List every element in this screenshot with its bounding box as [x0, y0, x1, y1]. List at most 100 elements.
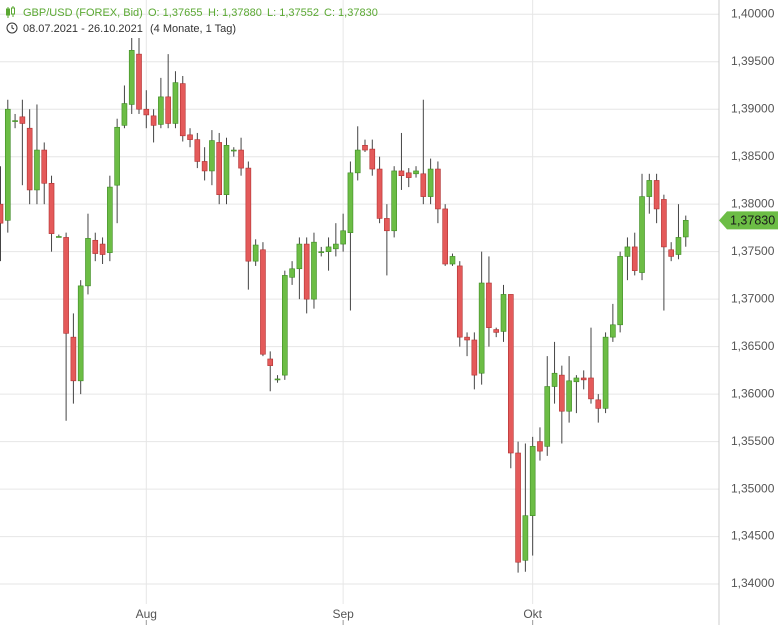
candle-body: [661, 199, 667, 248]
candle-body: [92, 239, 99, 254]
x-tick-label: Okt: [523, 607, 542, 621]
y-tick-label: 1,35000: [731, 481, 775, 495]
candle-body: [201, 161, 208, 172]
candle-body: [391, 170, 397, 232]
candle-body: [34, 149, 40, 191]
candle-body: [63, 237, 69, 334]
duration: (4 Monate, 1 Tag): [150, 23, 236, 35]
candle-body: [478, 282, 485, 374]
open-price: O: 1,37655: [148, 7, 202, 19]
y-tick-label: 1,35500: [731, 434, 775, 448]
candle-body: [238, 149, 244, 169]
y-tick-label: 1,37500: [731, 244, 775, 258]
y-tick-label: 1,34000: [731, 576, 775, 590]
candle-body: [282, 275, 288, 376]
close-price: C: 1,37830: [324, 7, 378, 19]
candle-body: [384, 218, 390, 232]
y-tick-label: 1,37000: [731, 291, 775, 305]
candle-body: [486, 282, 492, 328]
low-price: L: 1,37552: [267, 7, 319, 19]
header: GBP/USD (FOREX, Bid) O: 1,37655 H: 1,378…: [6, 6, 378, 35]
candle-body: [580, 377, 587, 381]
candle-body: [143, 108, 150, 116]
candle-body: [668, 249, 674, 257]
candle-body: [267, 358, 274, 366]
y-tick-label: 1,40000: [731, 6, 775, 20]
candle-body: [41, 149, 48, 184]
candle-body: [296, 243, 303, 270]
y-tick-label: 1,38500: [731, 149, 775, 163]
candle-body: [515, 452, 521, 563]
candle-body: [121, 103, 128, 126]
candle-body: [573, 377, 580, 383]
candle-body: [252, 244, 259, 262]
candle-body: [187, 134, 193, 140]
candle-body: [529, 446, 536, 516]
candle-body: [230, 149, 237, 152]
candle-body: [653, 180, 660, 210]
y-tick-label: 1,38000: [731, 196, 775, 210]
candle-body: [456, 265, 463, 338]
candle-body: [610, 324, 616, 338]
candle-body: [158, 96, 164, 125]
y-tick-label: 1,34500: [731, 529, 775, 543]
y-tick-label: 1,36000: [731, 386, 775, 400]
candle-body: [442, 208, 448, 265]
candle-body: [19, 116, 26, 124]
candle-body: [194, 139, 201, 162]
candle-body: [77, 285, 84, 382]
x-tick-label: Sep: [332, 607, 354, 621]
candle-body: [631, 246, 638, 271]
candle-body: [376, 168, 383, 219]
candle-body: [354, 149, 361, 174]
last-price-tag: 1,37830: [719, 211, 778, 230]
candle-body: [602, 336, 609, 409]
candle-body: [544, 386, 551, 447]
candle-body: [4, 108, 11, 221]
candle-body: [260, 249, 266, 355]
candle-body: [507, 294, 514, 454]
candle-body: [56, 236, 62, 238]
y-tick-label: 1,39500: [731, 54, 775, 68]
candle-body: [347, 172, 354, 233]
candle-body: [500, 294, 507, 332]
candle-body: [493, 329, 500, 333]
candle-body: [646, 180, 653, 197]
candle-body: [172, 82, 179, 124]
candle-body: [362, 145, 368, 151]
candle-body: [559, 374, 565, 412]
grid-layer: [0, 0, 719, 604]
candle-body: [274, 378, 281, 381]
candle-body: [26, 127, 33, 191]
candle-body: [48, 182, 55, 234]
candle-body: [70, 336, 77, 382]
candle-body: [435, 168, 441, 210]
candle-body: [675, 237, 682, 255]
high-price: H: 1,37880: [208, 7, 262, 19]
candle-body: [114, 126, 120, 186]
candle-body: [99, 243, 106, 255]
candle-body: [150, 115, 157, 126]
candle-body: [464, 336, 470, 341]
candle-body: [420, 173, 427, 197]
candle-body: [128, 50, 135, 105]
candle-body: [405, 172, 412, 178]
candle-body: [595, 399, 602, 409]
candle-body: [522, 515, 529, 561]
candle-body: [413, 170, 419, 175]
candle-body: [318, 251, 325, 253]
candle-body: [340, 230, 346, 245]
candle-body: [588, 377, 594, 400]
candle-body: [289, 268, 295, 278]
y-tick-label: 1,36500: [731, 339, 775, 353]
candle-body: [85, 238, 91, 287]
candle-body: [333, 243, 339, 250]
candle-body: [216, 142, 222, 195]
candle-body: [624, 246, 631, 257]
candle-body: [617, 256, 623, 326]
candle-body: [427, 168, 434, 197]
candle-body: [223, 145, 230, 195]
candle-body: [165, 96, 171, 124]
candle-icon: [6, 6, 15, 18]
